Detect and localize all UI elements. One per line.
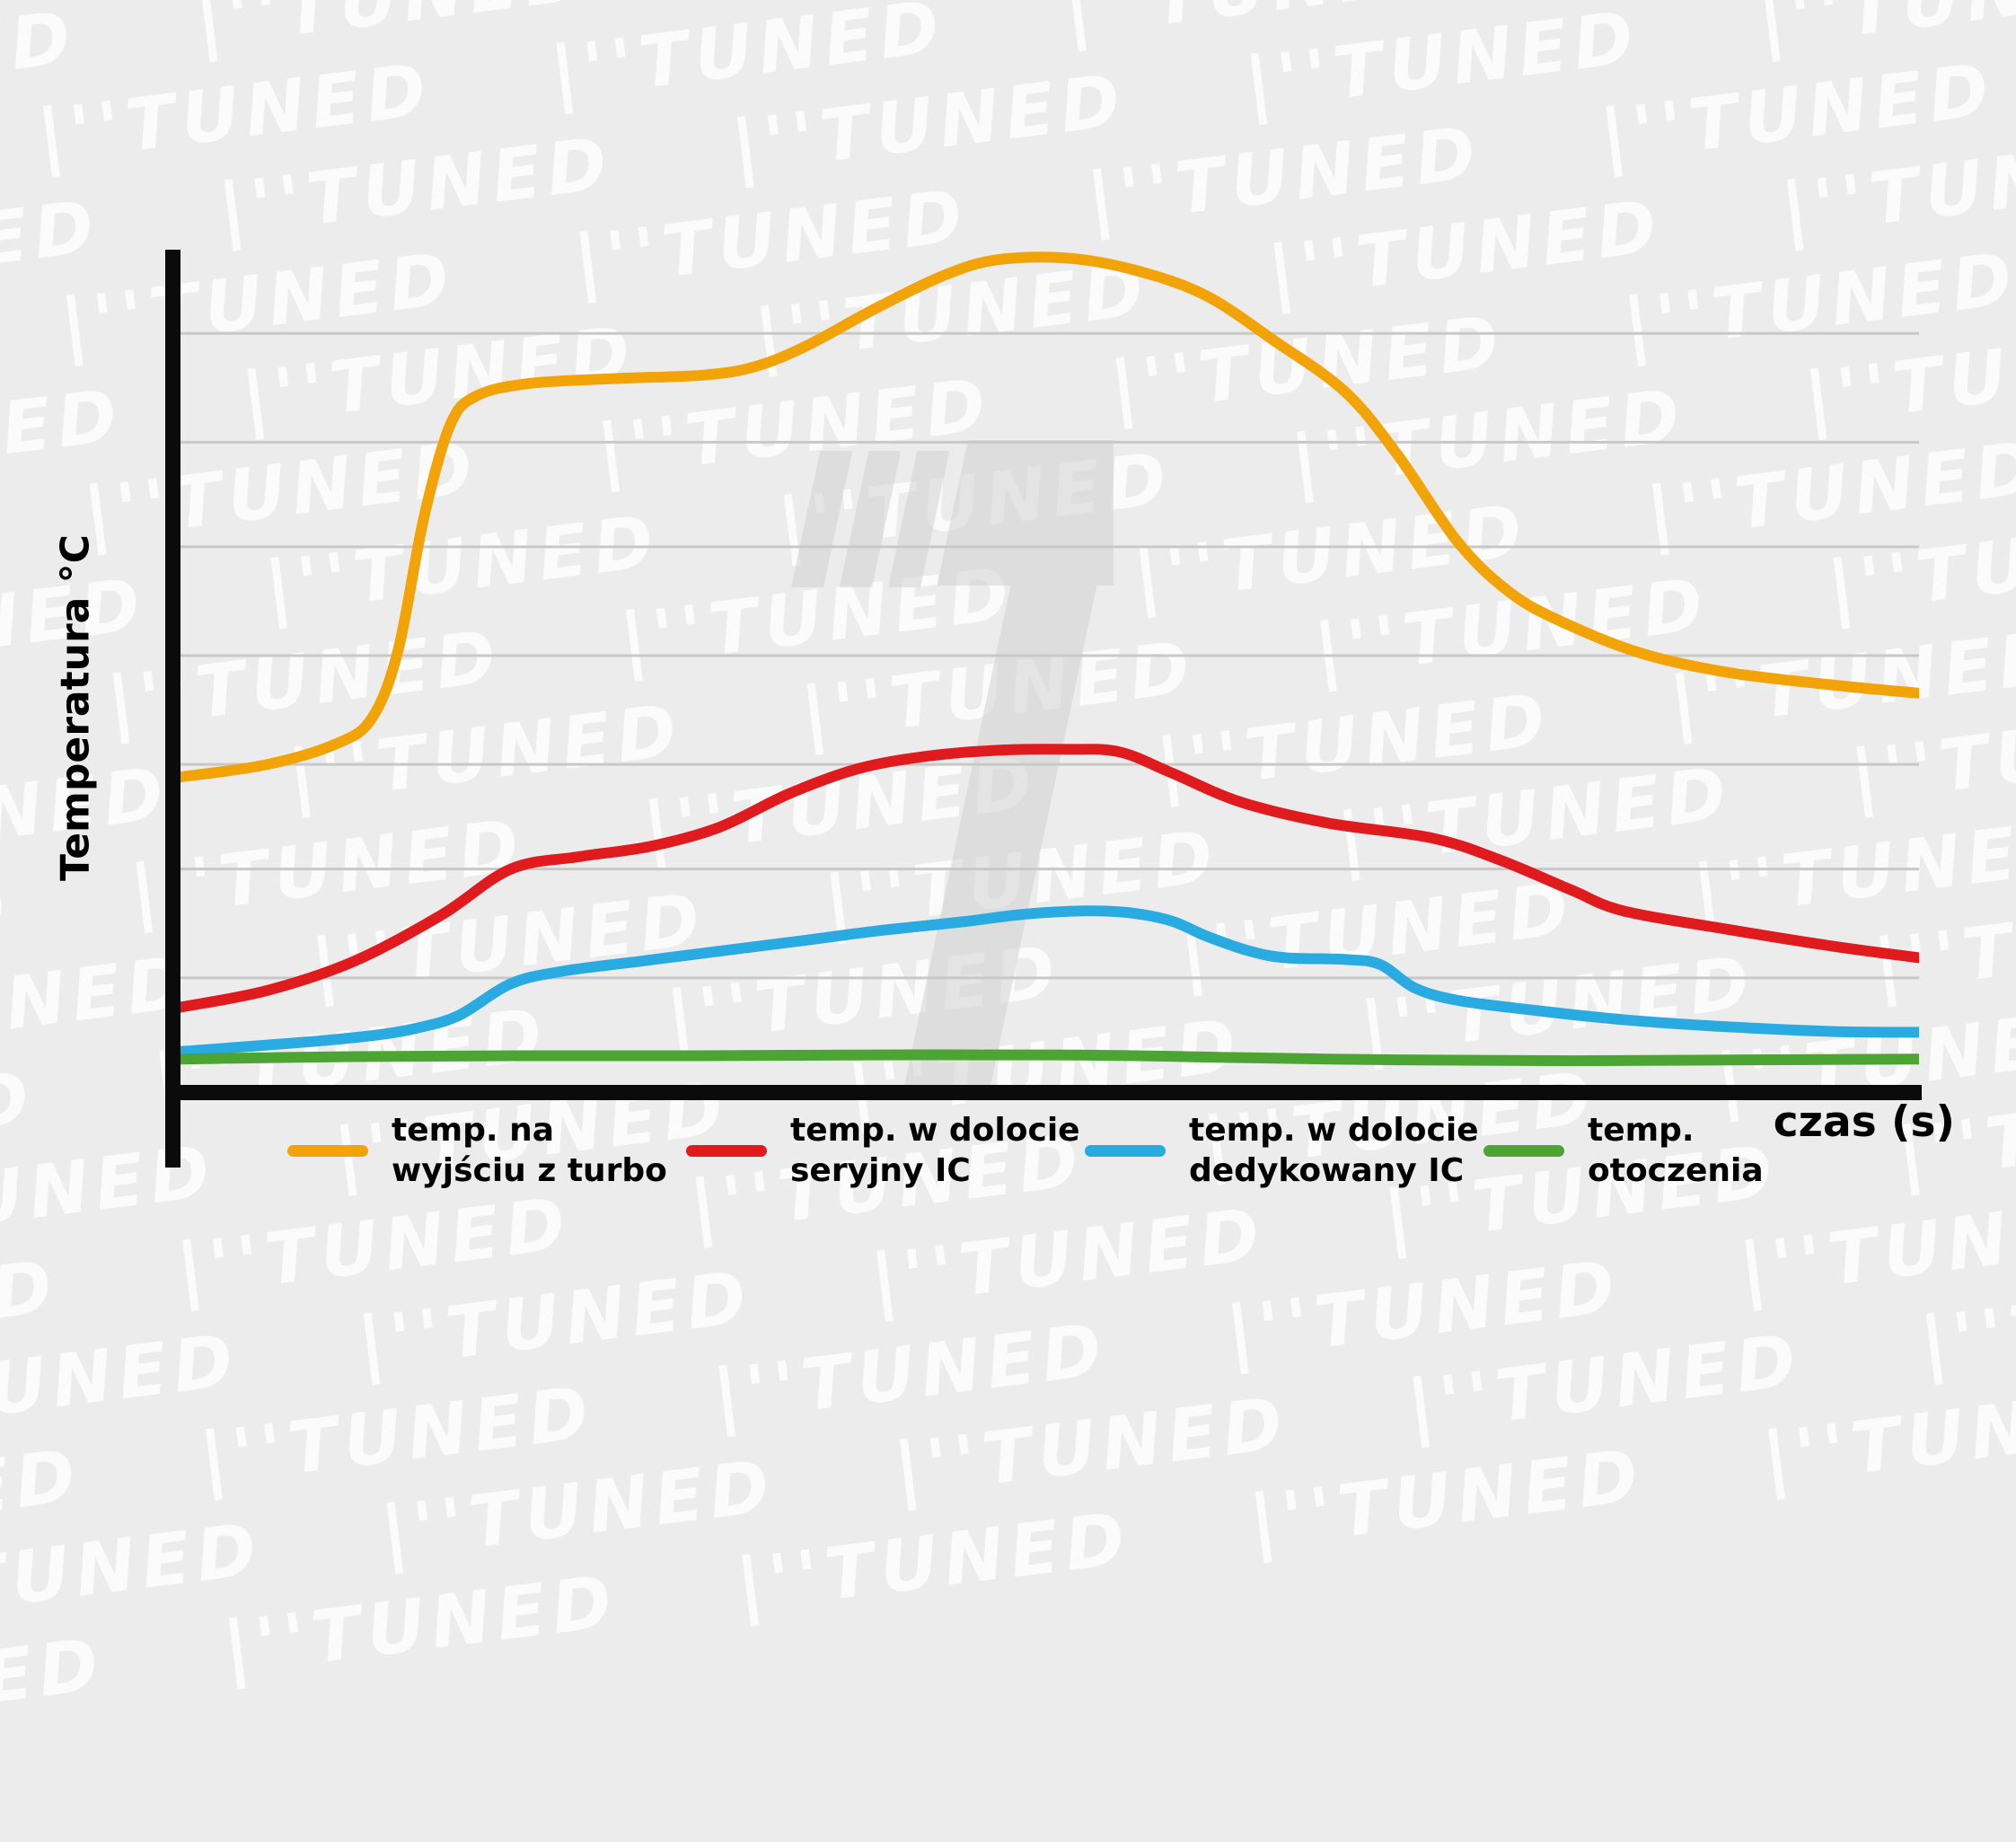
series-line-3 [180, 1049, 1919, 1067]
x-axis-title: czas (s) [1773, 1097, 1955, 1147]
tuned-logo-watermark-icon [791, 440, 1114, 1085]
legend-swatch [686, 1144, 767, 1157]
legend-swatch [1483, 1144, 1564, 1157]
series-line-2 [180, 905, 1919, 1057]
watermark-row: |''TUNED |''TUNED |''TUNED |''TUNED |''T… [0, 1118, 2016, 1754]
legend-item-ambient: temp. otoczenia [1483, 1110, 1764, 1191]
legend-swatch [1085, 1144, 1166, 1157]
legend-label-line1: temp. w dolocie [790, 1112, 1080, 1149]
series-line-1 [180, 744, 1919, 1013]
watermark-row: |''TUNED |''TUNED |''TUNED |''TUNED |''T… [0, 0, 2016, 248]
legend-swatch [287, 1144, 368, 1157]
legend-label-line2: seryjny IC [790, 1152, 971, 1189]
chart-plot-area [180, 251, 1919, 1067]
legend-label: temp. w dolocie dedykowany IC [1189, 1110, 1479, 1191]
legend-item-turbo-out: temp. na wyjściu z turbo [287, 1110, 667, 1191]
legend-label-line2: dedykowany IC [1189, 1152, 1465, 1189]
legend-label: temp. na wyjściu z turbo [392, 1110, 667, 1191]
x-axis-line [165, 1085, 1922, 1100]
y-axis-line [165, 250, 180, 1168]
legend-label-line2: otoczenia [1588, 1152, 1764, 1189]
legend-label-line1: temp. [1588, 1112, 1695, 1149]
legend-label: temp. otoczenia [1588, 1110, 1764, 1191]
legend-label-line2: wyjściu z turbo [392, 1152, 667, 1189]
watermark-row: |''TUNED |''TUNED |''TUNED |''TUNED |''T… [0, 1003, 2016, 1639]
series-line-0 [180, 251, 1919, 783]
legend-label-line1: temp. w dolocie [1189, 1112, 1479, 1149]
legend-label-line1: temp. na [392, 1112, 555, 1149]
watermark-row: |''TUNED |''TUNED |''TUNED |''TUNED |''T… [0, 0, 2016, 133]
legend-item-dedicated-ic: temp. w dolocie dedykowany IC [1085, 1110, 1479, 1191]
legend-label: temp. w dolocie seryjny IC [790, 1110, 1080, 1191]
y-axis-title: Temperatura °C [52, 534, 99, 881]
legend-item-stock-ic: temp. w dolocie seryjny IC [686, 1110, 1080, 1191]
